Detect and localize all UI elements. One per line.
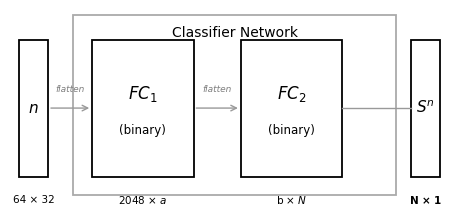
Text: $S^n$: $S^n$ xyxy=(416,100,435,116)
Text: 64 × 32: 64 × 32 xyxy=(13,195,54,205)
Text: 2048 × $a$: 2048 × $a$ xyxy=(118,194,168,206)
Text: flatten: flatten xyxy=(55,85,84,94)
Text: flatten: flatten xyxy=(202,85,232,94)
Text: Classifier Network: Classifier Network xyxy=(172,26,298,40)
Bar xyxy=(92,40,194,177)
Text: $n$: $n$ xyxy=(28,101,39,116)
Text: $\mathbf{N}$ × 1: $\mathbf{N}$ × 1 xyxy=(409,194,442,206)
Text: (binary): (binary) xyxy=(119,124,166,137)
Bar xyxy=(19,40,48,177)
Bar xyxy=(73,15,396,195)
Text: (binary): (binary) xyxy=(268,124,315,137)
Text: $FC_1$: $FC_1$ xyxy=(128,84,158,104)
Bar xyxy=(241,40,342,177)
Text: b × $N$: b × $N$ xyxy=(276,194,307,206)
Bar xyxy=(411,40,440,177)
Text: $FC_2$: $FC_2$ xyxy=(277,84,306,104)
